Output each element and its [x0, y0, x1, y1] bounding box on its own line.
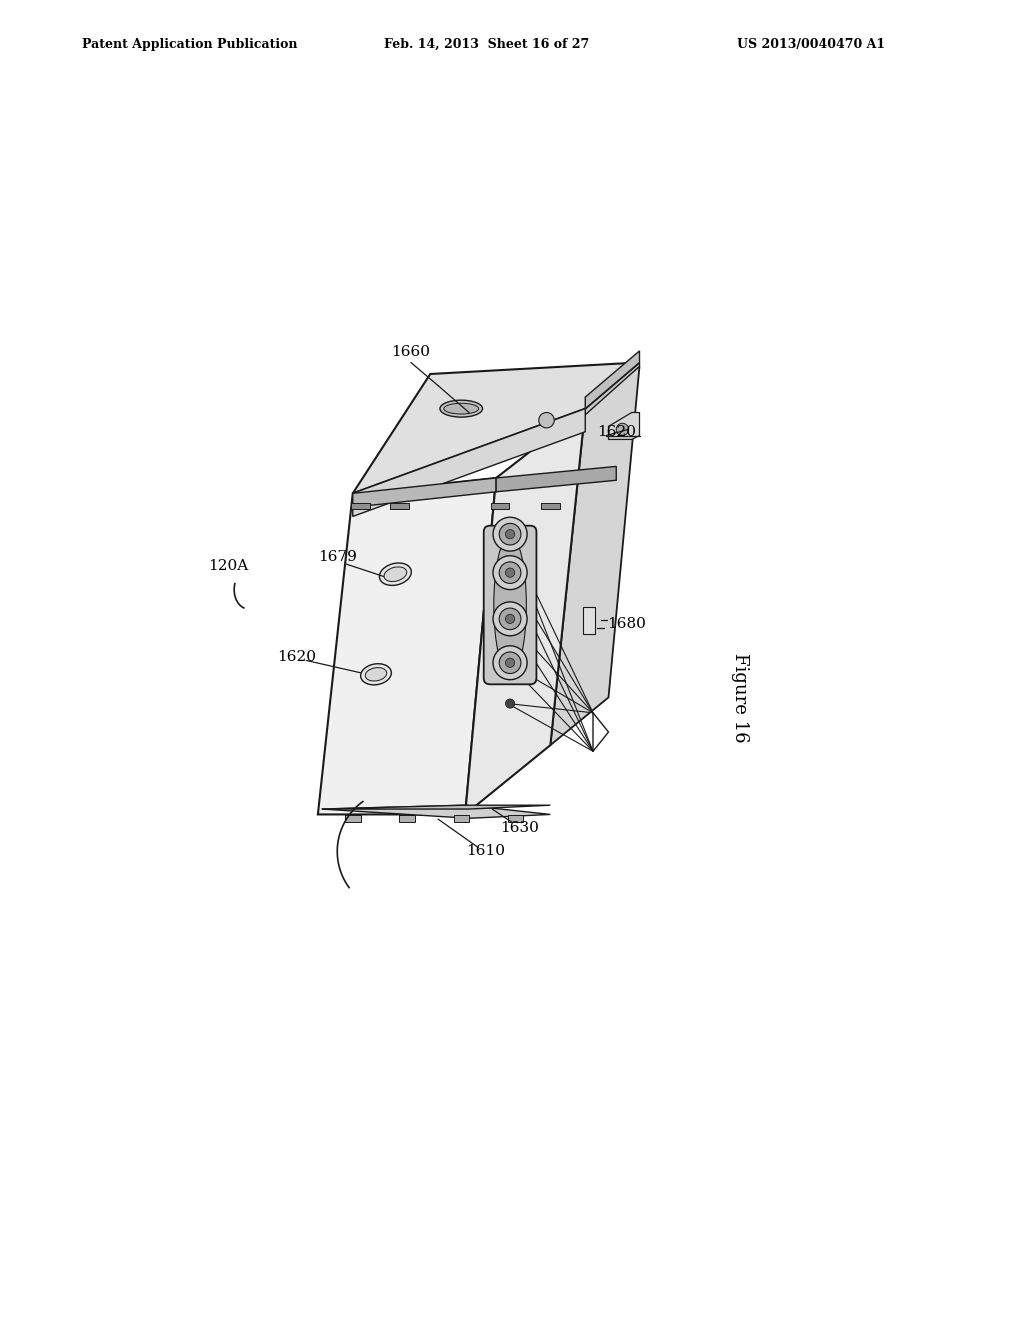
- Ellipse shape: [443, 404, 478, 414]
- Polygon shape: [352, 409, 586, 516]
- Circle shape: [506, 659, 515, 668]
- Circle shape: [493, 602, 527, 636]
- Ellipse shape: [494, 536, 526, 675]
- Circle shape: [506, 529, 515, 539]
- Circle shape: [493, 556, 527, 590]
- Polygon shape: [608, 412, 640, 440]
- Circle shape: [493, 517, 527, 552]
- Circle shape: [500, 562, 521, 583]
- Ellipse shape: [380, 562, 412, 586]
- Circle shape: [500, 524, 521, 545]
- Text: 1620: 1620: [597, 425, 636, 438]
- Polygon shape: [496, 466, 616, 492]
- Ellipse shape: [440, 400, 482, 417]
- Text: 1620: 1620: [278, 651, 316, 664]
- Polygon shape: [586, 363, 640, 414]
- Text: 1630: 1630: [500, 821, 539, 836]
- Circle shape: [616, 424, 629, 436]
- Text: 120A: 120A: [209, 560, 249, 573]
- Polygon shape: [352, 363, 640, 494]
- Text: Feb. 14, 2013  Sheet 16 of 27: Feb. 14, 2013 Sheet 16 of 27: [384, 37, 589, 50]
- Ellipse shape: [360, 664, 391, 685]
- Circle shape: [500, 609, 521, 630]
- Polygon shape: [541, 503, 560, 508]
- Polygon shape: [583, 607, 595, 635]
- Polygon shape: [593, 713, 608, 751]
- Polygon shape: [352, 478, 496, 507]
- Polygon shape: [351, 503, 370, 508]
- Text: Patent Application Publication: Patent Application Publication: [82, 37, 297, 50]
- Text: 1660: 1660: [391, 346, 430, 359]
- Polygon shape: [322, 805, 550, 809]
- Polygon shape: [508, 816, 523, 822]
- Text: US 2013/0040470 A1: US 2013/0040470 A1: [737, 37, 886, 50]
- Polygon shape: [490, 503, 509, 508]
- Circle shape: [506, 700, 515, 708]
- Text: Figure 16: Figure 16: [731, 652, 750, 742]
- Text: 1610: 1610: [467, 845, 506, 858]
- Circle shape: [500, 652, 521, 673]
- Polygon shape: [317, 478, 496, 814]
- Polygon shape: [390, 503, 409, 508]
- Ellipse shape: [366, 668, 387, 681]
- FancyBboxPatch shape: [483, 525, 537, 684]
- Polygon shape: [399, 816, 415, 822]
- Polygon shape: [345, 816, 360, 822]
- Text: 1679: 1679: [317, 550, 356, 564]
- Circle shape: [493, 645, 527, 680]
- Ellipse shape: [384, 566, 407, 582]
- Polygon shape: [322, 805, 550, 818]
- Circle shape: [506, 568, 515, 577]
- Text: 1680: 1680: [607, 618, 646, 631]
- Polygon shape: [586, 351, 640, 409]
- Circle shape: [506, 614, 515, 623]
- Polygon shape: [465, 409, 586, 814]
- Polygon shape: [550, 367, 640, 744]
- Polygon shape: [454, 816, 469, 822]
- Circle shape: [539, 412, 554, 428]
